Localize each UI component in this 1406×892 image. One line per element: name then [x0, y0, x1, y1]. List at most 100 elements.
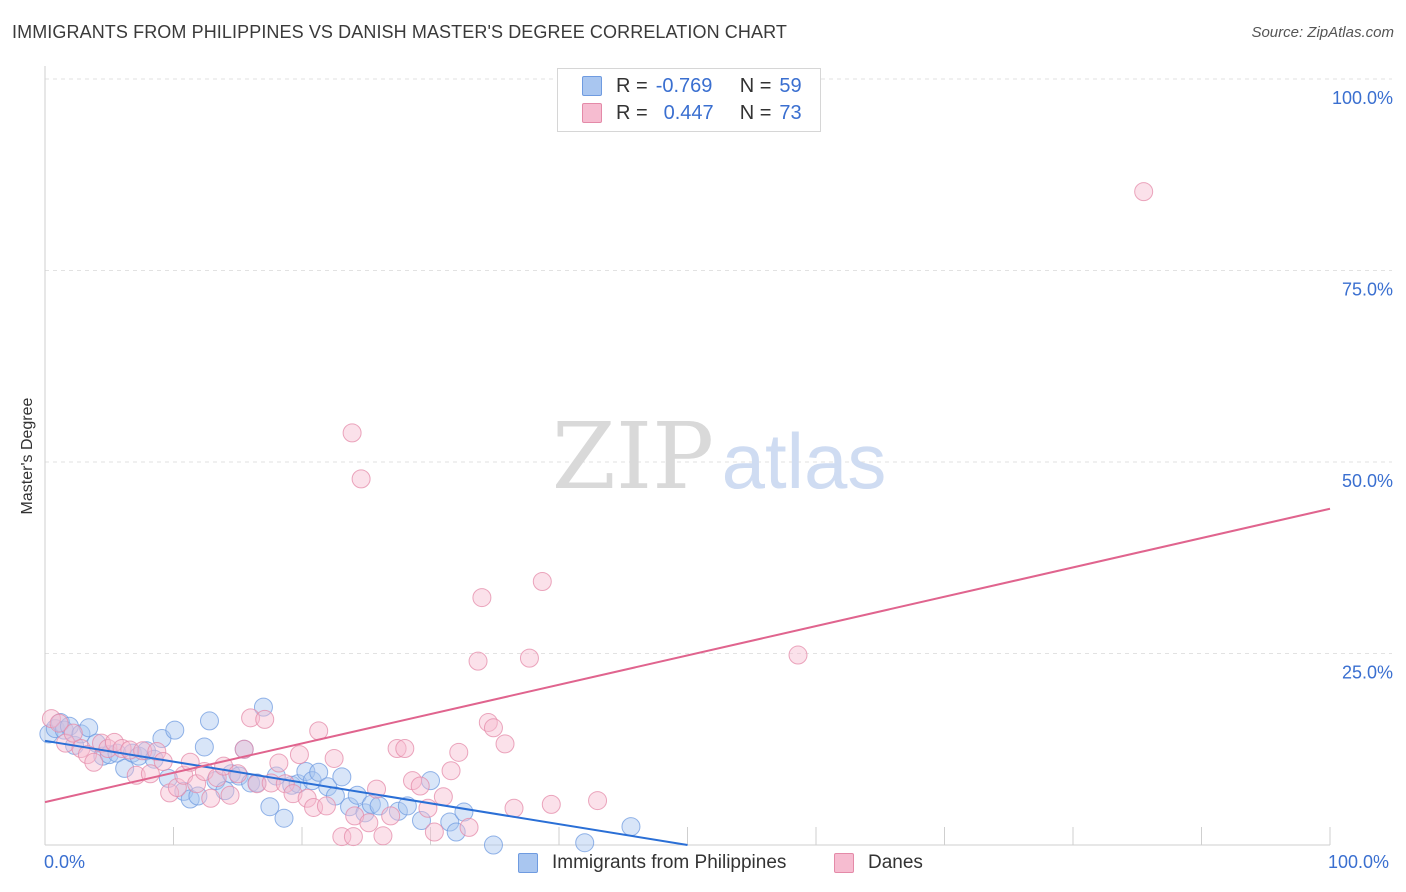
legend-n-label: N =: [739, 74, 772, 97]
point-danes: [342, 423, 362, 443]
watermark-zip: ZIP: [552, 403, 714, 510]
point-danes: [410, 776, 430, 796]
legend-r-value: 0.447: [663, 101, 714, 124]
legend-r-value: -0.769: [655, 74, 713, 97]
point-danes: [63, 723, 83, 743]
data-points: [39, 182, 1154, 855]
point-danes: [289, 745, 309, 765]
point-philippines: [397, 796, 417, 816]
grid-lines: [45, 78, 1392, 654]
y-tick-labels: 25.0% 50.0% 75.0% 100.0%: [1332, 88, 1393, 683]
point-philippines: [165, 720, 185, 740]
legend-r-label: R =: [616, 74, 648, 97]
point-danes: [373, 826, 393, 846]
point-danes: [478, 712, 498, 732]
point-danes: [788, 645, 808, 665]
series-legend: Immigrants from Philippines Danes: [0, 852, 1406, 878]
point-philippines: [483, 835, 503, 855]
point-philippines: [412, 810, 432, 830]
point-danes: [387, 738, 407, 758]
point-danes: [324, 748, 344, 768]
point-danes: [381, 806, 401, 826]
point-danes: [472, 588, 492, 608]
watermark-atlas: atlas: [722, 417, 887, 505]
point-philippines: [115, 758, 135, 778]
point-philippines: [39, 724, 59, 744]
point-danes: [541, 794, 561, 814]
point-philippines: [79, 718, 99, 738]
point-danes: [359, 813, 379, 833]
trend-lines: [44, 507, 1331, 846]
point-danes: [187, 774, 207, 794]
point-danes: [449, 742, 469, 762]
point-danes: [468, 651, 488, 671]
correlation-legend: R = -0.769 N = 59 R = 0.447 N = 73: [557, 68, 821, 132]
y-tick-label: 25.0%: [1342, 663, 1393, 683]
point-danes: [433, 787, 453, 807]
point-philippines: [194, 737, 214, 757]
point-danes: [532, 571, 552, 591]
point-danes: [297, 788, 317, 808]
point-philippines: [446, 822, 466, 842]
legend-row-danes: R = 0.447 N = 73: [582, 101, 802, 125]
point-philippines: [309, 762, 329, 782]
point-danes: [519, 648, 539, 668]
legend-item-philippines[interactable]: Immigrants from Philippines: [518, 852, 786, 874]
point-danes: [167, 778, 187, 798]
point-philippines: [253, 697, 273, 717]
point-danes: [234, 739, 254, 759]
x-axis-min-label: 0.0%: [44, 852, 86, 872]
legend-swatch-danes: [834, 853, 854, 873]
y-tick-label: 50.0%: [1342, 471, 1393, 491]
y-tick-label: 100.0%: [1332, 88, 1393, 108]
point-philippines: [274, 808, 294, 828]
point-danes: [255, 709, 275, 729]
point-philippines: [71, 724, 91, 744]
point-danes: [84, 752, 104, 772]
point-danes: [269, 753, 289, 773]
point-danes: [343, 827, 363, 847]
point-danes: [459, 817, 479, 837]
trend-line-philippines: [44, 739, 688, 846]
legend-swatch-philippines: [518, 853, 538, 873]
point-danes: [201, 788, 221, 808]
legend-label-philippines: Immigrants from Philippines: [552, 852, 787, 873]
point-philippines: [260, 797, 280, 817]
point-danes: [424, 822, 444, 842]
point-philippines: [221, 764, 241, 784]
point-philippines: [361, 794, 381, 814]
chart-title: IMMIGRANTS FROM PHILIPPINES VS DANISH MA…: [12, 22, 787, 42]
legend-n-value: 73: [779, 101, 802, 124]
point-danes: [395, 738, 415, 758]
point-danes: [351, 469, 371, 489]
legend-r-label: R =: [616, 101, 648, 124]
legend-row-philippines: R = -0.769 N = 59: [582, 74, 802, 98]
point-danes: [1134, 182, 1154, 202]
x-axis-max-label: 100.0%: [1328, 852, 1390, 872]
point-philippines: [332, 767, 352, 787]
point-danes: [316, 796, 336, 816]
point-danes: [588, 791, 608, 811]
point-danes: [283, 784, 303, 804]
watermark: ZIP atlas: [552, 403, 886, 510]
point-philippines: [621, 817, 641, 837]
legend-swatch-philippines: [582, 76, 602, 96]
point-danes: [77, 745, 97, 765]
source-label: Source: ZipAtlas.com: [1251, 24, 1394, 41]
point-philippines: [199, 711, 219, 731]
point-danes: [220, 785, 240, 805]
point-danes: [147, 742, 167, 762]
legend-n-label: N =: [739, 101, 772, 124]
legend-item-danes[interactable]: Danes: [834, 852, 923, 874]
point-philippines: [440, 812, 460, 832]
point-danes: [332, 827, 352, 847]
point-danes: [241, 708, 261, 728]
point-danes: [49, 713, 69, 733]
point-danes: [483, 718, 503, 738]
trend-line-danes: [44, 507, 1331, 804]
point-philippines: [575, 833, 595, 853]
point-danes: [495, 734, 515, 754]
legend-n-value: 59: [779, 74, 802, 97]
point-danes: [441, 761, 461, 781]
